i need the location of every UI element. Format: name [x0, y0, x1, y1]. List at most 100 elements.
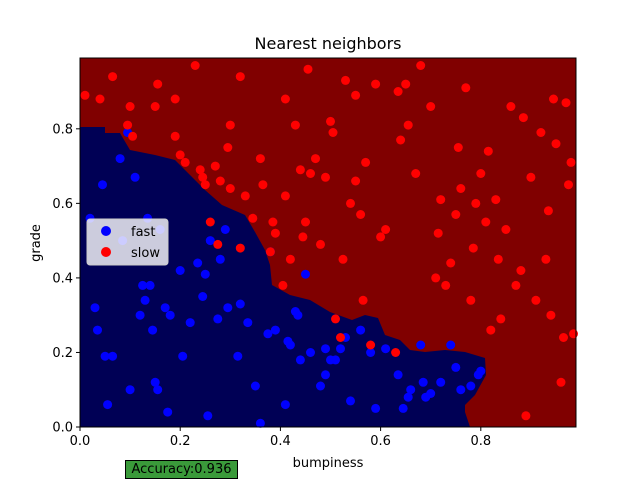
- slow-point: [556, 377, 566, 387]
- fast-point: [306, 348, 315, 357]
- fast-point: [215, 254, 225, 264]
- fast-point: [393, 370, 403, 380]
- slow-point: [95, 94, 105, 104]
- fast-point: [140, 295, 150, 305]
- fast-point: [403, 392, 413, 402]
- slow-point: [366, 340, 376, 350]
- slow-point: [536, 128, 546, 137]
- slow-point: [461, 83, 471, 93]
- fast-point: [336, 344, 345, 354]
- slow-point: [483, 146, 493, 156]
- slow-point: [331, 314, 340, 324]
- accuracy-label: Accuracy:0.936: [125, 460, 238, 479]
- slow-point: [466, 295, 476, 305]
- slow-point: [170, 131, 180, 141]
- slow-point: [280, 94, 290, 104]
- slow-point: [210, 161, 220, 171]
- slow-point: [546, 310, 556, 320]
- fast-point: [316, 381, 325, 391]
- fast-point: [381, 344, 391, 354]
- legend-marker-slow: [101, 247, 111, 257]
- slow-point: [198, 172, 208, 182]
- slow-point: [501, 225, 511, 234]
- slow-point: [431, 273, 441, 283]
- fast-point: [280, 400, 290, 410]
- slow-point: [306, 169, 315, 178]
- legend-label-slow: slow: [131, 246, 160, 261]
- slow-point: [436, 195, 446, 205]
- fast-point: [255, 418, 265, 428]
- slow-point: [223, 143, 233, 152]
- slow-point: [303, 64, 313, 74]
- y-tick-label: 0.4: [52, 271, 73, 286]
- fast-point: [135, 310, 145, 320]
- slow-point: [468, 243, 478, 253]
- fast-point: [138, 280, 148, 290]
- legend-label-fast: fast: [131, 225, 155, 240]
- chart-title: Nearest neighbors: [255, 34, 402, 53]
- fast-point: [100, 351, 110, 361]
- fast-point: [346, 396, 355, 406]
- slow-point: [481, 217, 491, 227]
- slow-point: [200, 180, 210, 190]
- slow-point: [433, 228, 443, 238]
- fast-point: [203, 411, 213, 421]
- slow-point: [190, 61, 200, 70]
- slow-point: [381, 225, 391, 234]
- slow-point: [569, 329, 578, 339]
- slow-point: [561, 98, 571, 108]
- x-axis-label: bumpiness: [293, 456, 364, 471]
- slow-point: [551, 139, 561, 149]
- fast-point: [160, 303, 170, 313]
- fast-point: [398, 403, 408, 413]
- fast-point: [90, 303, 100, 313]
- slow-point: [516, 266, 526, 275]
- fast-point: [321, 344, 330, 354]
- x-tick-label: 0.8: [470, 434, 491, 449]
- slow-point: [301, 217, 310, 227]
- slow-point: [170, 94, 180, 104]
- slow-point: [321, 172, 330, 182]
- fast-point: [243, 318, 253, 328]
- slow-point: [205, 217, 215, 227]
- slow-point: [411, 169, 421, 178]
- fast-point: [125, 385, 135, 395]
- slow-point: [125, 102, 135, 111]
- fast-point: [200, 269, 210, 279]
- fast-point: [93, 325, 102, 335]
- slow-point: [290, 120, 300, 130]
- fast-point: [263, 329, 273, 339]
- slow-point: [453, 143, 463, 152]
- slow-point: [376, 232, 386, 242]
- fast-point: [285, 340, 295, 350]
- slow-point: [396, 135, 406, 145]
- slow-point: [298, 232, 308, 242]
- slow-point: [559, 333, 568, 342]
- slow-point: [426, 102, 436, 111]
- slow-point: [195, 165, 205, 175]
- fast-point: [436, 377, 446, 387]
- slow-point: [270, 228, 280, 238]
- slow-point: [403, 120, 413, 130]
- slow-point: [153, 79, 163, 89]
- fast-point: [446, 340, 456, 350]
- fast-point: [416, 340, 426, 350]
- slow-point: [491, 195, 501, 205]
- fast-point: [356, 325, 366, 335]
- fast-point: [205, 236, 215, 246]
- fast-point: [148, 325, 158, 335]
- slow-point: [268, 217, 278, 227]
- fast-point: [233, 351, 243, 361]
- fast-point: [250, 381, 260, 391]
- fast-point: [163, 407, 173, 417]
- slow-point: [341, 75, 350, 85]
- slow-point: [543, 206, 553, 216]
- slow-point: [255, 154, 265, 164]
- fast-point: [223, 303, 233, 313]
- x-axis-ticks: 0.0 0.2 0.4 0.6 0.8: [70, 427, 491, 449]
- slow-point: [361, 157, 371, 167]
- fast-point: [235, 299, 245, 309]
- points-layer: [80, 61, 578, 428]
- slow-point: [371, 79, 381, 89]
- fast-point: [108, 351, 118, 361]
